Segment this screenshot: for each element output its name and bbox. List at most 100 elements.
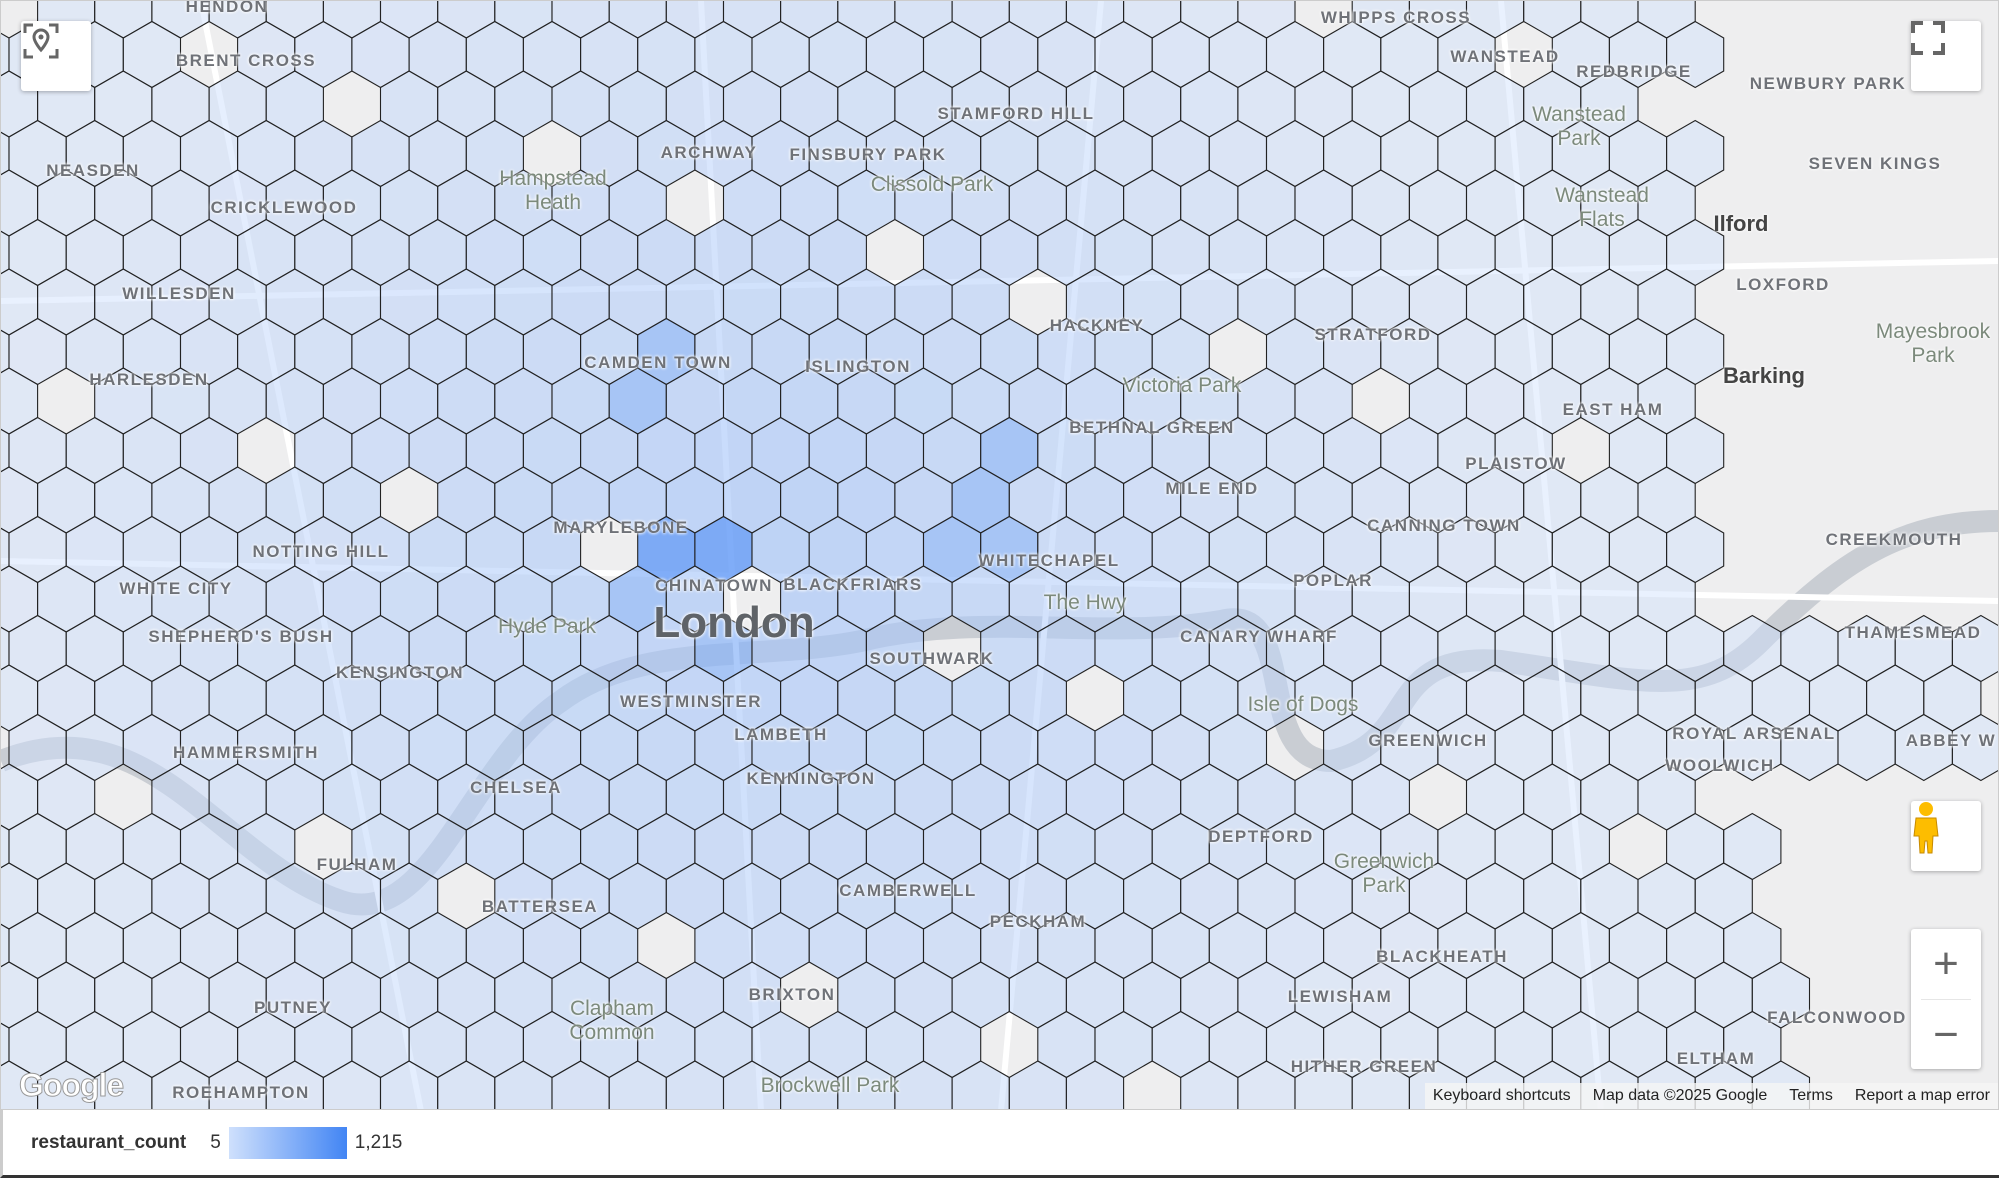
place-label: EAST HAM bbox=[1562, 400, 1664, 419]
hex-cell[interactable] bbox=[780, 1060, 839, 1110]
terms-link[interactable]: Terms bbox=[1789, 1087, 1833, 1104]
place-label: HACKNEY bbox=[1049, 316, 1145, 335]
place-label: WANSTEAD bbox=[1450, 47, 1560, 66]
place-label: KENNINGTON bbox=[746, 769, 876, 788]
place-label: SEVEN KINGS bbox=[1808, 154, 1942, 173]
hex-cell[interactable] bbox=[665, 1060, 725, 1110]
place-label: BLACKHEATH bbox=[1376, 947, 1508, 966]
hex-cell[interactable] bbox=[1180, 1060, 1239, 1110]
place-label: ELTHAM bbox=[1676, 1049, 1756, 1068]
place-label: ROYAL ARSENAL bbox=[1672, 724, 1836, 743]
map-data-text: Map data ©2025 Google bbox=[1592, 1087, 1768, 1104]
place-label: BRIXTON bbox=[748, 985, 836, 1004]
place-label: London bbox=[653, 598, 815, 647]
place-label: CRICKLEWOOD bbox=[210, 198, 358, 217]
place-label: DEPTFORD bbox=[1208, 827, 1314, 846]
place-label: STRATFORD bbox=[1314, 325, 1432, 344]
place-label: Hampstead Heath bbox=[499, 167, 607, 214]
place-label: BRENT CROSS bbox=[175, 51, 317, 70]
hex-cell[interactable] bbox=[1065, 1060, 1125, 1110]
road bbox=[1498, 1, 1604, 1109]
hex-cell[interactable] bbox=[151, 1060, 210, 1110]
hex-cell[interactable] bbox=[494, 1060, 553, 1110]
hex-cell[interactable] bbox=[208, 1060, 267, 1110]
place-label: CHELSEA bbox=[470, 778, 562, 797]
place-label: NOTTING HILL bbox=[252, 542, 390, 561]
place-label: CAMDEN TOWN bbox=[584, 353, 732, 372]
place-label: FALCONWOOD bbox=[1767, 1008, 1907, 1027]
legend-min: 5 bbox=[210, 1131, 221, 1153]
hex-cell[interactable] bbox=[437, 1060, 496, 1110]
locate-button[interactable] bbox=[21, 21, 91, 91]
place-label: Wanstead Park bbox=[1532, 103, 1626, 150]
report-map-error-link[interactable]: Report a map error bbox=[1854, 1087, 1990, 1104]
place-label: WILLESDEN bbox=[122, 284, 236, 303]
hex-cell[interactable] bbox=[1951, 713, 1999, 782]
map-attribution: Keyboard shortcuts Map data ©2025 Google… bbox=[1424, 1083, 1998, 1109]
color-legend: restaurant_count 5 1,215 bbox=[0, 1110, 1999, 1178]
hex-cell[interactable] bbox=[1666, 20, 1725, 89]
hex-cell[interactable] bbox=[608, 1060, 667, 1110]
place-label: MARYLEBONE bbox=[553, 518, 689, 537]
place-label: Isle of Dogs bbox=[1247, 693, 1359, 716]
place-label: LAMBETH bbox=[734, 725, 828, 744]
hex-cell[interactable] bbox=[837, 1060, 896, 1110]
hex-cell[interactable] bbox=[1237, 1060, 1296, 1110]
zoom-in-button[interactable]: + bbox=[1933, 939, 1959, 988]
hex-cell[interactable] bbox=[551, 1060, 610, 1110]
place-label: CAMBERWELL bbox=[839, 881, 977, 900]
place-label: CREEKMOUTH bbox=[1825, 530, 1963, 549]
place-label: CHINATOWN bbox=[655, 576, 773, 595]
place-label: SHEPHERD'S BUSH bbox=[148, 627, 334, 646]
hex-cell[interactable] bbox=[894, 1060, 953, 1110]
place-label: ARCHWAY bbox=[660, 143, 758, 162]
fullscreen-button[interactable] bbox=[1911, 21, 1981, 91]
google-logo: Google bbox=[18, 1067, 124, 1104]
hex-cell[interactable] bbox=[1351, 1060, 1410, 1110]
place-label: Ilford bbox=[1713, 211, 1769, 236]
place-label: STAMFORD HILL bbox=[937, 104, 1095, 123]
place-label: MILE END bbox=[1165, 479, 1259, 498]
place-label: Victoria Park bbox=[1122, 374, 1242, 397]
keyboard-shortcuts-link[interactable]: Keyboard shortcuts bbox=[1432, 1087, 1571, 1104]
place-label: PUTNEY bbox=[254, 998, 332, 1017]
hex-cell[interactable] bbox=[37, 1060, 96, 1110]
hexbin-layer bbox=[1, 1, 1999, 1110]
place-label: ROEHAMPTON bbox=[172, 1083, 310, 1102]
place-label: CANARY WHARF bbox=[1180, 627, 1338, 646]
place-label: LEWISHAM bbox=[1287, 987, 1393, 1006]
legend-title: restaurant_count bbox=[31, 1131, 187, 1153]
place-label: Hyde Park bbox=[497, 615, 597, 638]
place-label: KENSINGTON bbox=[335, 663, 465, 682]
place-label: HITHER GREEN bbox=[1290, 1057, 1438, 1076]
street-view-button[interactable] bbox=[1911, 801, 1981, 871]
legend-gradient-bar bbox=[228, 1126, 347, 1159]
place-label: BLACKFRIARS bbox=[783, 575, 923, 594]
zoom-divider bbox=[1921, 999, 1971, 1000]
hex-cell[interactable] bbox=[94, 1060, 153, 1110]
hex-cell[interactable] bbox=[722, 1060, 782, 1110]
place-label: WHIPPS CROSS bbox=[1320, 8, 1472, 27]
zoom-controls: + − bbox=[1911, 929, 1981, 1069]
zoom-out-button[interactable]: − bbox=[1933, 1010, 1959, 1059]
place-label: WHITE CITY bbox=[119, 579, 233, 598]
place-label: Brockwell Park bbox=[760, 1074, 900, 1097]
place-label: ISLINGTON bbox=[805, 357, 911, 376]
place-label: Barking bbox=[1723, 363, 1805, 388]
place-label: PECKHAM bbox=[989, 912, 1087, 931]
hex-cell[interactable] bbox=[265, 1060, 324, 1110]
hex-cell[interactable] bbox=[1294, 1060, 1353, 1110]
place-label: HAMMERSMITH bbox=[173, 743, 319, 762]
place-label: WESTMINSTER bbox=[619, 692, 763, 711]
place-label: LOXFORD bbox=[1736, 275, 1830, 294]
place-label: GREENWICH bbox=[1368, 731, 1488, 750]
place-label: Wanstead Flats bbox=[1555, 184, 1649, 231]
hex-cell[interactable] bbox=[379, 1060, 439, 1110]
hex-cell[interactable] bbox=[1, 1060, 39, 1110]
hex-cell[interactable] bbox=[951, 1060, 1010, 1110]
hex-cell[interactable] bbox=[322, 1060, 382, 1110]
hex-cell[interactable] bbox=[1008, 1060, 1067, 1110]
map-canvas[interactable]: HENDON BRENT CROSS NEASDEN CRICKLEWOOD WILLE… bbox=[0, 0, 1999, 1110]
place-label: Clissold Park bbox=[870, 173, 994, 196]
place-label: PLAISTOW bbox=[1465, 454, 1567, 473]
